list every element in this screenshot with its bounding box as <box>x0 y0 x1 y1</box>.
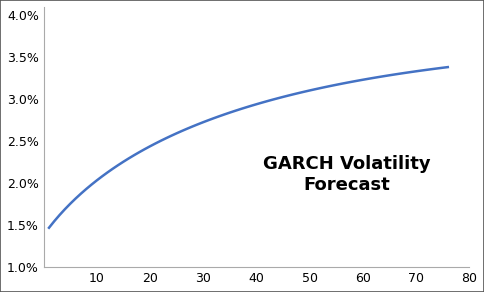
Text: GARCH Volatility
Forecast: GARCH Volatility Forecast <box>263 155 431 194</box>
